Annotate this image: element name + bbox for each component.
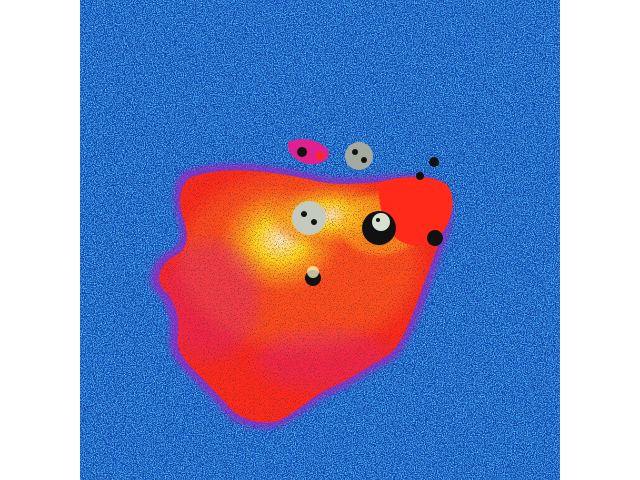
speckled-spot	[362, 211, 396, 245]
speckled-spot	[345, 142, 373, 170]
dark-spot	[429, 157, 439, 167]
blob-upper-lobe	[378, 177, 453, 246]
dark-spot	[416, 172, 424, 180]
dark-spot	[427, 230, 443, 246]
speckled-spot	[292, 201, 326, 235]
dark-spot	[305, 266, 321, 286]
image-frame	[80, 0, 560, 480]
false-color-image	[80, 0, 560, 480]
